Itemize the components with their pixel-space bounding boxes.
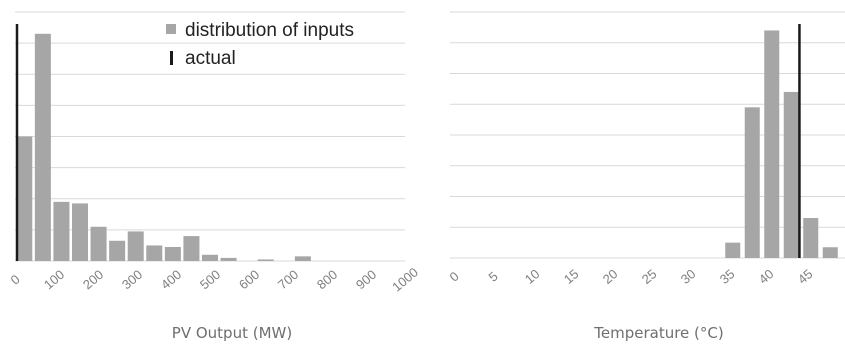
- bar: [220, 257, 237, 261]
- bar: [72, 203, 88, 261]
- bar: [744, 107, 760, 258]
- legend-label-distribution: distribution of inputs: [185, 20, 354, 41]
- x-tick-label: 600: [236, 267, 262, 292]
- x-tick-label: 30: [678, 266, 699, 287]
- x-tick-label: 700: [275, 267, 301, 292]
- x-tick-label: 1000: [389, 265, 421, 295]
- bar: [803, 218, 819, 258]
- bar: [294, 256, 311, 261]
- legend-swatch-actual: [170, 51, 173, 65]
- bar: [109, 240, 126, 261]
- x-tick-label: 500: [197, 267, 223, 292]
- x-tick-label: 400: [158, 267, 184, 292]
- x-tick-label: 20: [600, 266, 621, 287]
- bar: [725, 242, 741, 258]
- legend: distribution of inputs actual: [166, 20, 354, 69]
- bar: [90, 226, 107, 261]
- x-tick-labels: 0 100 200 300 400 500 600 700 800 900 1000: [8, 265, 421, 295]
- bars: [16, 33, 311, 261]
- x-tick-label: 40: [756, 266, 777, 287]
- bar: [127, 231, 144, 261]
- x-tick-label: 900: [353, 267, 379, 292]
- x-tick-label: 100: [41, 267, 67, 292]
- x-tick-label: 5: [486, 268, 501, 284]
- x-tick-label: 0: [447, 268, 462, 284]
- bar: [34, 33, 51, 261]
- x-tick-labels: 0 5 10 15 20 25 30 35 40 45: [447, 266, 816, 287]
- legend-swatch-distribution: [166, 24, 176, 34]
- bar: [16, 136, 33, 261]
- x-tick-label: 200: [80, 267, 106, 292]
- x-tick-label: 10: [522, 266, 543, 287]
- bar: [257, 259, 274, 261]
- x-tick-label: 35: [717, 266, 738, 287]
- bar: [764, 30, 780, 259]
- bar: [164, 246, 181, 261]
- x-tick-label: 45: [795, 266, 816, 287]
- x-axis-title: PV Output (MW): [172, 324, 292, 342]
- bar: [146, 245, 163, 261]
- bar: [183, 236, 200, 261]
- bars: [725, 30, 838, 259]
- x-tick-label: 0: [8, 271, 23, 287]
- x-tick-label: 300: [119, 267, 145, 292]
- bar: [783, 91, 799, 258]
- x-axis-title: Temperature (°C): [593, 324, 723, 342]
- chart-temperature: 0 5 10 15 20 25 30 35 40 45 Temperature (°C): [447, 11, 845, 342]
- bar: [53, 201, 70, 261]
- legend-label-actual: actual: [185, 48, 236, 69]
- bar: [822, 247, 838, 258]
- bar: [202, 254, 218, 261]
- x-tick-label: 25: [639, 266, 660, 287]
- x-tick-label: 800: [314, 267, 340, 292]
- x-tick-label: 15: [561, 266, 582, 287]
